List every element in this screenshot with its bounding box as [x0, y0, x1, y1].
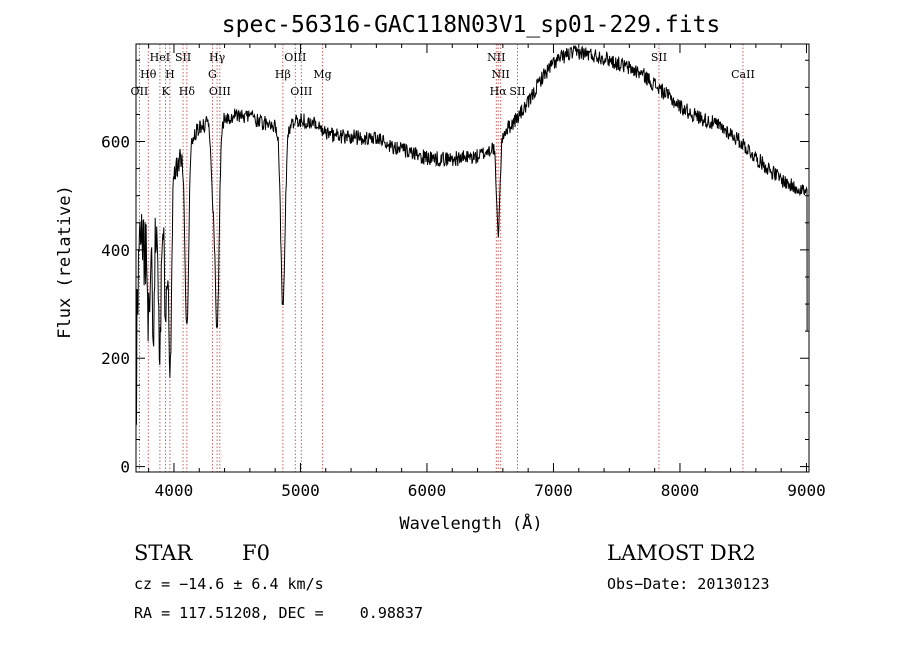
plot-frame: [135, 43, 810, 473]
spectral-line-label: SII: [509, 85, 525, 98]
x-tick-label-6000: 6000: [408, 481, 447, 500]
spectral-line-label: Mg: [313, 68, 331, 81]
x-tick-label-8000: 8000: [661, 481, 700, 500]
spectral-line-label: OII: [131, 85, 149, 98]
spectral-line-label: Hγ: [209, 51, 226, 64]
chart-title: spec-56316-GAC118N03V1_sp01-229.fits: [222, 12, 721, 38]
spectral-line-label: HeI: [150, 51, 170, 64]
spectral-line-markers: [138, 44, 744, 472]
y-tick-label-0: 0: [120, 458, 130, 477]
x-axis-ticks: 4000 5000 6000 7000 8000 9000: [148, 44, 826, 500]
spectral-line-label: SII: [175, 51, 191, 64]
object-subclass: F0: [242, 541, 270, 565]
x-tick-label-5000: 5000: [281, 481, 320, 500]
redshift-readout: cz = −14.6 ± 6.4 km/s: [134, 575, 324, 593]
y-axis-ticks: 0 200 400 600: [101, 59, 809, 477]
y-tick-label-600: 600: [101, 133, 130, 152]
spectral-line-labels: OIIHθHeIKHSIIHδGHγOIIIHβOIIIOIIIMgNIIHαN…: [131, 51, 755, 98]
x-tick-label-4000: 4000: [155, 481, 194, 500]
spectral-line-label: Hδ: [179, 85, 196, 98]
spectral-line-label: G: [208, 68, 217, 81]
spectral-line-label: CaII: [731, 68, 755, 81]
spectral-line-label: K: [161, 85, 170, 98]
spectral-line-label: OIII: [290, 85, 312, 98]
spectral-line-label: NII: [492, 68, 510, 81]
spectral-line-label: Hβ: [275, 68, 291, 81]
spectral-line-label: NII: [487, 51, 505, 64]
spectral-line-label: SII: [651, 51, 667, 64]
object-class: STAR: [134, 541, 193, 565]
spectral-line-label: Hθ: [140, 68, 157, 81]
spectral-line-label: H: [165, 68, 175, 81]
y-tick-label-200: 200: [101, 349, 130, 368]
x-tick-label-9000: 9000: [787, 481, 826, 500]
x-axis-label: Wavelength (Å): [399, 512, 542, 534]
spectrum-line: [135, 45, 808, 425]
y-tick-label-400: 400: [101, 241, 130, 260]
x-tick-label-7000: 7000: [534, 481, 573, 500]
survey-name: LAMOST DR2: [607, 541, 756, 565]
spectral-line-label: OIII: [284, 51, 306, 64]
sky-coordinates: RA = 117.51208, DEC = 0.98837: [134, 604, 423, 622]
spectral-line-label: Hα: [490, 85, 508, 98]
spectral-line-label: OIII: [209, 85, 231, 98]
observation-date: Obs−Date: 20130123: [607, 575, 770, 593]
y-axis-label: Flux (relative): [55, 185, 75, 339]
